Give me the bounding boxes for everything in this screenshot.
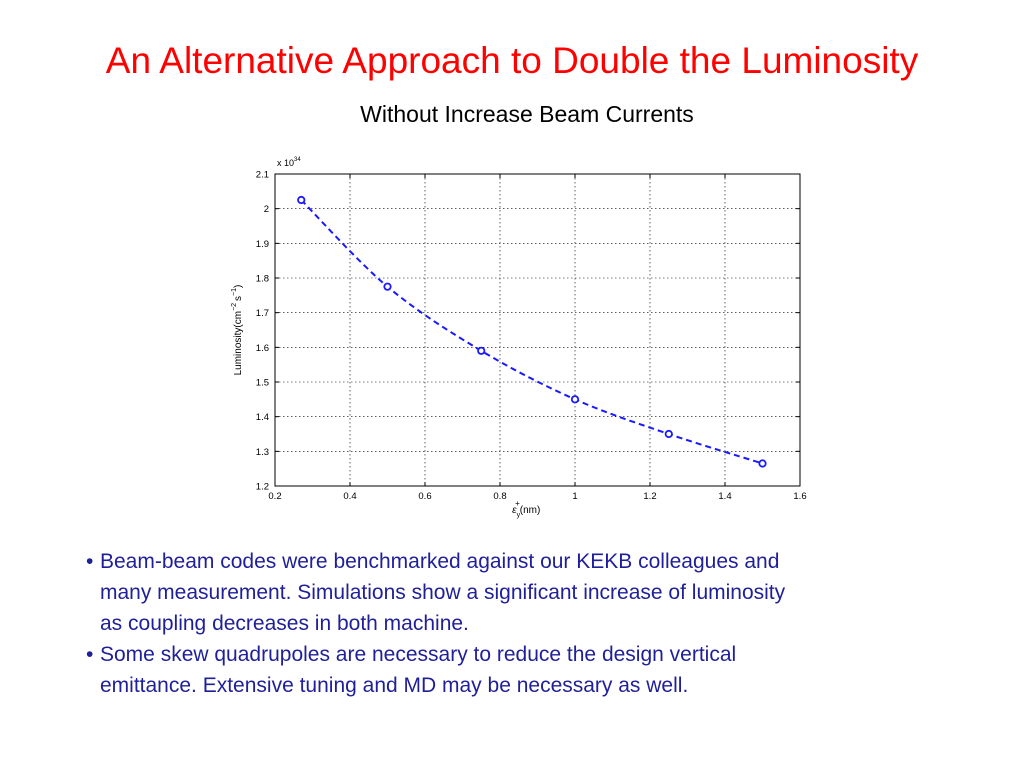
- y-tick-label: 1.5: [256, 378, 269, 389]
- tick-layer: 0.2 0.4 0.6 0.8 1 1.2 1.4 1.6 1.2 1.3 1.4 1.5 1.6 1.7…: [256, 170, 807, 503]
- y-tick-label: 1.9: [256, 239, 269, 250]
- y-axis-multiplier: x 1034: [277, 157, 301, 168]
- data-point: [297, 195, 306, 205]
- x-tick-label: 1.2: [643, 491, 656, 502]
- luminosity-chart: 0.2 0.4 0.6 0.8 1 1.2 1.4 1.6 1.2 1.3 1.4 1.5 1.6 1.7…: [231, 157, 807, 519]
- bullet-marker: •: [86, 550, 94, 573]
- plot-frame: [274, 173, 801, 487]
- slide-title: An Alternative Approach to Double the Lu…: [105, 40, 919, 81]
- data-point: [477, 346, 486, 355]
- y-tick-label: 1.4: [256, 412, 269, 423]
- x-tick-label: 1.4: [718, 491, 731, 502]
- bullet-line: as coupling decreases in both machine.: [100, 612, 469, 635]
- series-layer: [297, 195, 767, 468]
- y-tick-label: 2: [264, 204, 269, 215]
- bullet-marker: •: [86, 643, 94, 666]
- series-line: [300, 199, 763, 465]
- bullet-line: many measurement. Simulations show a sig…: [100, 581, 786, 604]
- bullet-list: • Beam-beam codes were benchmarked again…: [86, 546, 986, 701]
- slide-subtitle: Without Increase Beam Currents: [360, 101, 694, 127]
- data-point: [758, 459, 767, 468]
- x-tick-label: 0.6: [418, 491, 431, 502]
- data-point: [664, 429, 673, 439]
- x-tick-label: 0.4: [343, 491, 356, 502]
- grid-layer: [274, 173, 801, 487]
- data-point: [570, 395, 580, 404]
- x-axis-label: εy+(nm): [512, 499, 540, 519]
- x-tick-label: 0.2: [268, 491, 281, 502]
- bullet-line: Beam-beam codes were benchmarked against…: [100, 550, 780, 573]
- y-tick-label: 1.3: [256, 447, 269, 458]
- y-tick-label: 2.1: [256, 170, 269, 181]
- y-tick-label: 1.2: [256, 482, 269, 493]
- y-tick-label: 1.6: [256, 343, 269, 354]
- bullet-line: Some skew quadrupoles are necessary to r…: [100, 643, 737, 666]
- bullet-line: emittance. Extensive tuning and MD may b…: [100, 674, 689, 697]
- bullet-item: • Some skew quadrupoles are necessary to…: [86, 639, 986, 701]
- y-tick-label: 1.8: [256, 274, 269, 285]
- bullet-item: • Beam-beam codes were benchmarked again…: [86, 546, 986, 639]
- y-axis-label: Luminosity(cm−2s−1): [231, 285, 244, 376]
- data-point: [383, 282, 392, 291]
- y-tick-label: 1.7: [256, 308, 269, 319]
- x-tick-label: 1.6: [793, 491, 806, 502]
- x-tick-label: 0.8: [493, 491, 506, 502]
- x-tick-label: 1: [572, 491, 577, 502]
